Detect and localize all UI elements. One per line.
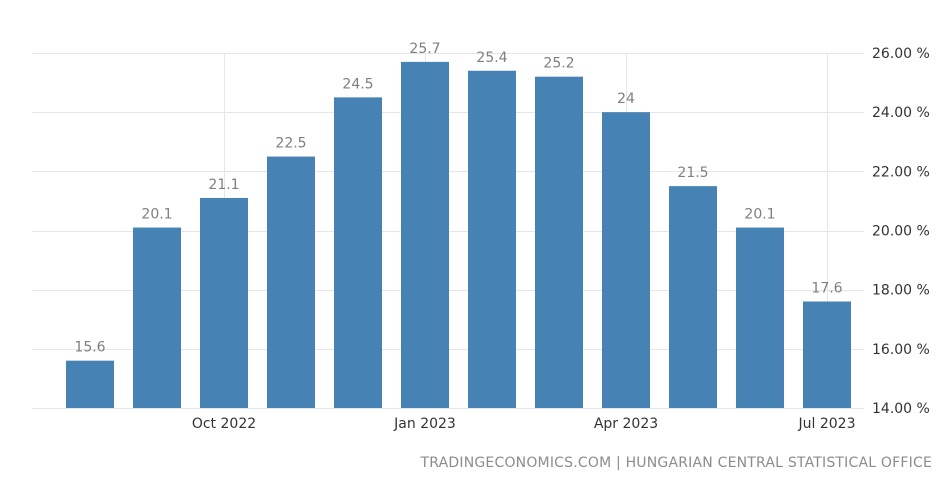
x-tick-label: Jul 2023 [798, 416, 856, 432]
source-credit: TRADINGECONOMICS.COM | HUNGARIAN CENTRAL… [420, 455, 932, 471]
x-axis: Oct 2022 Jan 2023 Apr 2023 Jul 2023 [192, 416, 856, 432]
bar [535, 76, 583, 409]
x-tick-label: Jan 2023 [393, 416, 456, 432]
bar [669, 186, 717, 408]
bars [66, 61, 851, 409]
data-label: 25.2 [543, 56, 574, 72]
data-label: 21.1 [208, 177, 239, 193]
x-tick-label: Apr 2023 [594, 416, 658, 432]
data-label: 21.5 [677, 165, 708, 181]
bar [133, 227, 181, 408]
data-label: 17.6 [811, 281, 842, 297]
y-tick-label: 16.00 % [872, 342, 930, 358]
bar [468, 70, 516, 408]
data-label: 25.7 [409, 41, 440, 57]
data-label: 24 [617, 91, 635, 107]
bar [401, 61, 449, 408]
y-tick-label: 24.00 % [872, 105, 930, 121]
y-tick-label: 14.00 % [872, 401, 930, 417]
bar [267, 156, 315, 408]
data-label: 25.4 [476, 50, 507, 66]
bar [803, 301, 851, 408]
data-label: 15.6 [74, 340, 105, 356]
data-label: 22.5 [275, 136, 306, 152]
data-label: 20.1 [141, 207, 172, 223]
bar [334, 97, 382, 408]
y-tick-label: 22.00 % [872, 164, 930, 180]
y-axis: 14.00 % 16.00 % 18.00 % 20.00 % 22.00 % 24.00… [872, 46, 930, 417]
data-label: 24.5 [342, 76, 373, 92]
bar [200, 197, 248, 408]
x-tick-label: Oct 2022 [192, 416, 256, 432]
bar [736, 227, 784, 408]
y-tick-label: 20.00 % [872, 224, 930, 240]
y-tick-label: 26.00 % [872, 46, 930, 62]
bar [602, 112, 650, 409]
data-labels: 15.6 20.1 21.1 22.5 24.5 25.7 25.4 25.2 24 21.5 20… [74, 41, 842, 356]
y-tick-label: 18.00 % [872, 283, 930, 299]
bar [66, 360, 114, 408]
data-label: 20.1 [744, 207, 775, 223]
